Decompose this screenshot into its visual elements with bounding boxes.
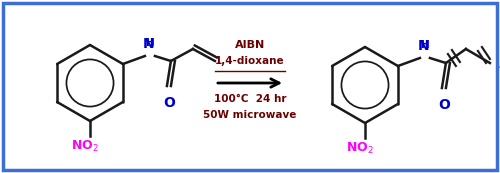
Text: $n$: $n$ [498,58,500,71]
Text: NO$_2$: NO$_2$ [346,141,374,156]
Text: N: N [418,39,430,53]
Text: N: N [143,37,154,51]
Text: 50W microwave: 50W microwave [204,110,296,120]
Text: O: O [438,98,450,112]
Text: H: H [421,40,430,50]
Text: AIBN: AIBN [235,40,265,50]
Text: NO$_2$: NO$_2$ [71,139,99,154]
Text: 1,4-dioxane: 1,4-dioxane [215,56,285,66]
Text: O: O [163,96,175,110]
Text: 100°C  24 hr: 100°C 24 hr [214,94,286,104]
Text: H: H [146,38,154,48]
